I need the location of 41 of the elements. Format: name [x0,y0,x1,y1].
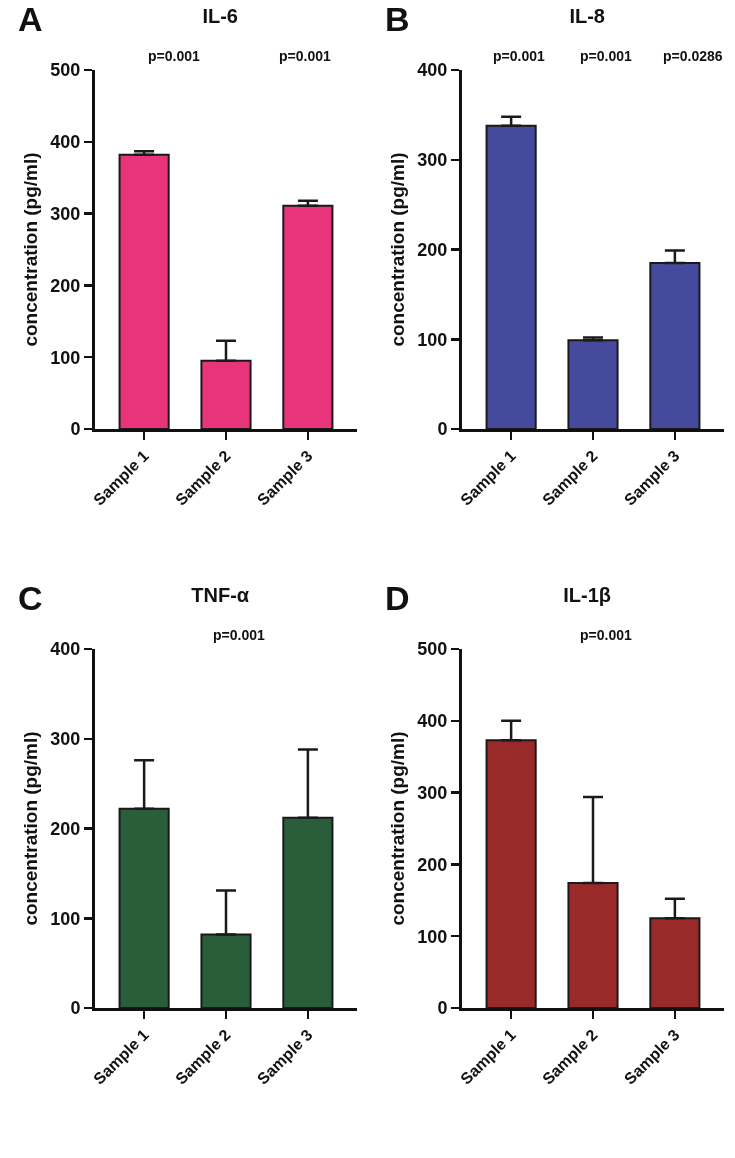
text: p=0.001 [279,48,331,64]
chart-title: IL-8 [569,4,605,27]
y-tick-label: 0 [70,419,81,440]
y-tick-label: 400 [417,60,448,81]
text: p=0.001 [580,627,632,643]
y-tick-label: 300 [50,729,81,750]
y-tick-label: 0 [437,419,448,440]
y-tick-label: 200 [50,818,81,839]
y-tick-label: 400 [50,132,81,153]
y-tick-label: 100 [417,329,448,350]
chart-title: IL-1β [563,583,612,606]
y-tick-label: 300 [50,203,81,224]
y-tick-label: 300 [417,782,448,803]
text: A [18,0,43,38]
y-tick-label: 200 [417,239,448,260]
y-tick-label: 0 [70,998,81,1019]
y-tick-label: 400 [50,639,81,660]
y-axis-title: concentration (pg/ml) [387,152,409,347]
y-tick-label: 300 [417,150,448,171]
chart-title: IL-6 [202,4,238,27]
chart-title: TNF-α [191,583,250,606]
y-tick-label: 100 [50,908,81,929]
y-tick-label: 500 [417,639,448,660]
y-tick-label: 500 [50,60,81,81]
text: B [385,0,410,38]
text: p=0.001 [493,48,545,64]
text: p=0.001 [148,48,200,64]
y-tick-label: 400 [417,711,448,732]
text: p=0.0286 [663,48,723,64]
y-axis-title: concentration (pg/ml) [387,731,409,926]
y-axis-title: concentration (pg/ml) [20,152,42,347]
y-tick-label: 0 [437,998,448,1019]
text: p=0.001 [213,627,265,643]
y-tick-label: 200 [417,854,448,875]
y-tick-label: 200 [50,275,81,296]
text: p=0.001 [580,48,632,64]
y-tick-label: 100 [417,926,448,947]
text: C [18,579,43,617]
y-tick-label: 100 [50,347,81,368]
y-axis-title: concentration (pg/ml) [20,731,42,926]
text: D [385,579,410,617]
